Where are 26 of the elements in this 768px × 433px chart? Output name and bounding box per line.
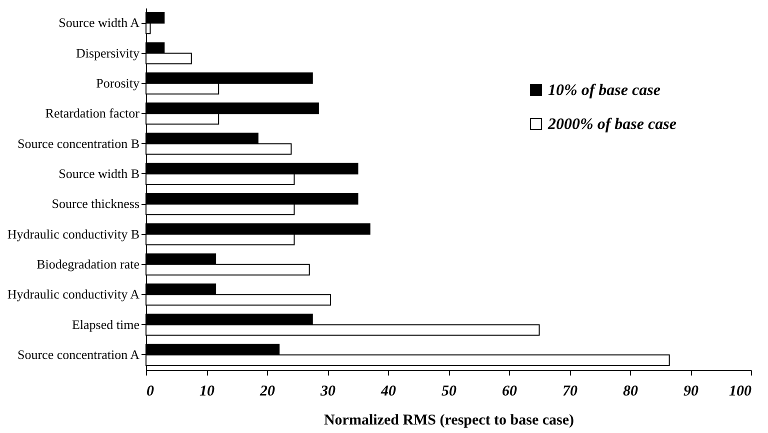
x-axis-title: Normalized RMS (respect to base case) bbox=[324, 412, 574, 428]
y-tick-label: Source width B bbox=[58, 166, 140, 181]
y-tick-label: Source concentration B bbox=[17, 136, 140, 151]
x-tick-label: 70 bbox=[562, 384, 578, 400]
x-tick-label: 40 bbox=[380, 384, 396, 400]
x-tick-label: 30 bbox=[320, 384, 336, 400]
y-tick-label: Hydraulic conductivity B bbox=[7, 226, 140, 242]
x-tick-label: 100 bbox=[729, 384, 752, 400]
y-tick-label: Biodegradation rate bbox=[36, 256, 140, 272]
y-tick-label: Porosity bbox=[96, 75, 140, 90]
x-tick-label: 20 bbox=[259, 384, 276, 400]
x-tick-label: 80 bbox=[623, 384, 638, 400]
x-tick-label: 60 bbox=[502, 384, 518, 400]
y-tick-label: Elapsed time bbox=[72, 316, 140, 332]
y-tick-label: Hydraulic conductivity A bbox=[7, 286, 140, 302]
y-tick-label: Retardation factor bbox=[45, 106, 140, 121]
y-tick-label: Source width A bbox=[58, 15, 140, 30]
x-tick-label: 50 bbox=[442, 384, 457, 400]
legend-label: 10% of base case bbox=[548, 82, 660, 99]
y-tick-label: Dispersivity bbox=[76, 45, 140, 60]
x-tick-label: 10 bbox=[200, 384, 215, 400]
legend-label: 2000% of base case bbox=[547, 116, 676, 133]
y-tick-label: Source concentration A bbox=[17, 346, 140, 362]
y-tick-label: Source thickness bbox=[52, 196, 140, 212]
x-tick-label: 0 bbox=[146, 384, 154, 400]
x-tick-label: 90 bbox=[684, 384, 699, 400]
